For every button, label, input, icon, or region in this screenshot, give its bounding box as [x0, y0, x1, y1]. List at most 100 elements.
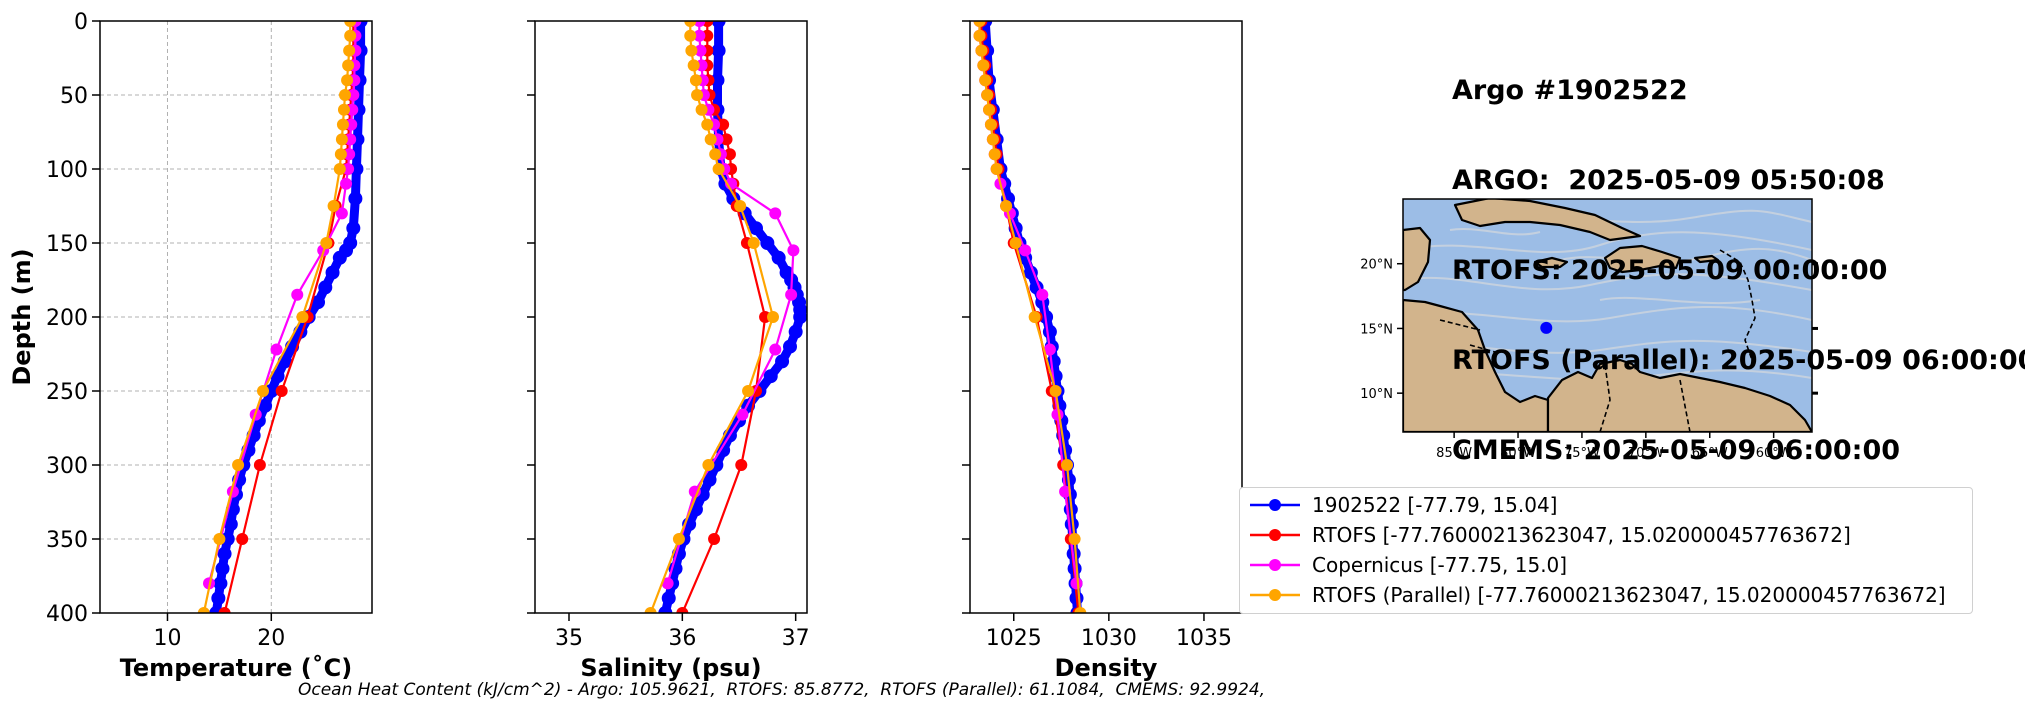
density-point-rtofs-parallel [1068, 533, 1081, 545]
legend-item-rtofs-parallel: RTOFS (Parallel) [-77.76000213623047, 15… [1248, 580, 1946, 610]
salinity-point-argo [763, 369, 778, 384]
temperature-point-argo [223, 517, 238, 532]
x-tick-label: 36 [668, 626, 696, 651]
temperature-point-copernicus [291, 288, 304, 301]
temperature-point-rtofs-parallel [342, 59, 355, 72]
map-lon-label: 65°W [1692, 446, 1728, 461]
temperature-point-rtofs-parallel [256, 385, 269, 397]
temperature-point-copernicus [335, 207, 348, 220]
density-point-copernicus [1059, 485, 1072, 498]
temperature-point-rtofs-parallel [232, 459, 245, 471]
salinity-point-argo [716, 443, 731, 458]
density-point-copernicus [1019, 244, 1032, 257]
temperature-point-argo [270, 369, 285, 384]
salinity-point-rtofs-parallel [684, 29, 697, 42]
density-point-rtofs-parallel [988, 148, 1001, 161]
salinity-point-rtofs-parallel [687, 59, 700, 72]
temperature-axis-label: Temperature (˚C) [120, 654, 353, 682]
legend: 1902522 [-77.79, 15.04] RTOFS [-77.76000… [1239, 487, 1973, 614]
salinity-point-rtofs-parallel [712, 163, 725, 175]
salinity-point-rtofs-parallel [704, 133, 717, 146]
density-axes-frame [969, 20, 1243, 614]
rtofs-time: RTOFS: 2025-05-09 00:00:00 [1452, 255, 1888, 286]
temperature-point-copernicus [345, 118, 358, 131]
temperature-point-rtofs [275, 385, 288, 397]
legend-item-copernicus: Copernicus [-77.75, 15.0] [1248, 550, 1567, 580]
salinity-point-copernicus [769, 343, 782, 356]
salinity-point-copernicus [785, 288, 798, 301]
y-tick-label: 50 [60, 84, 88, 109]
temperature-point-copernicus [270, 343, 283, 356]
temperature-point-rtofs-parallel [341, 74, 354, 87]
temperature-point-rtofs-parallel [344, 21, 357, 27]
density-point-rtofs-parallel [984, 118, 997, 131]
density-point-copernicus [1043, 343, 1056, 356]
float-info-block: Argo #1902522 ARGO: 2025-05-09 05:50:08 … [1452, 16, 2025, 496]
salinity-point-argo [771, 250, 786, 265]
density-axis-label: Density [1055, 654, 1158, 682]
temperature-point-rtofs-parallel [343, 44, 356, 57]
temperature-point-rtofs-parallel [337, 103, 350, 116]
density-point-rtofs-parallel [986, 133, 999, 146]
temperature-point-rtofs-parallel [327, 200, 340, 212]
temperature-point-rtofs-parallel [320, 237, 333, 249]
salinity-point-copernicus [769, 207, 782, 220]
salinity-point-argo [783, 339, 797, 354]
temperature-point-argo [348, 191, 363, 206]
density-point-rtofs-parallel [977, 59, 990, 72]
x-tick-label: 1030 [1081, 626, 1137, 651]
salinity-point-argo [661, 591, 676, 606]
argo-float-marker [1540, 321, 1553, 334]
y-tick-label: 300 [46, 454, 88, 479]
temperature-point-argo [325, 265, 340, 280]
salinity-point-rtofs-parallel [689, 74, 702, 87]
temperature-point-rtofs-parallel [344, 29, 357, 42]
legend-item-rtofs: RTOFS [-77.76000213623047, 15.0200004577… [1248, 520, 1851, 550]
salinity-point-argo [760, 236, 775, 250]
land-south-america [1546, 358, 1812, 432]
salinity-point-argo [711, 43, 726, 58]
salinity-point-rtofs-parallel [685, 44, 698, 57]
temperature-point-argo [318, 280, 333, 295]
temperature-point-argo [311, 295, 326, 310]
density-point-rtofs-parallel [981, 89, 994, 101]
temperature-series-group [197, 21, 368, 613]
salinity-point-rtofs-parallel [684, 21, 697, 27]
y-tick-label: 200 [46, 306, 88, 331]
salinity-point-rtofs [708, 533, 721, 545]
map-axis-ticks: 85°W 80°W 75°W 70°W 65°W 60°W 20°N 15°N 10°N [1360, 258, 1818, 461]
x-tick-label: 1035 [1176, 626, 1232, 651]
cmems-time: CMEMS: 2025-05-09 06:00:00 [1452, 435, 1901, 466]
salinity-point-rtofs-parallel [702, 459, 715, 471]
x-tick-label: 35 [555, 626, 583, 651]
temperature-point-argo [217, 546, 232, 561]
legend-marker-copernicus [1250, 559, 1300, 571]
map-lon-label: 85°W [1436, 446, 1472, 461]
salinity-point-rtofs [723, 148, 736, 161]
salinity-point-copernicus [693, 21, 706, 27]
density-point-rtofs-parallel [1061, 459, 1074, 471]
rtofs-parallel-time: RTOFS (Parallel): 2025-05-09 06:00:00 [1452, 345, 2025, 376]
temperature-point-copernicus [344, 133, 357, 146]
salinity-point-rtofs [720, 133, 733, 146]
temperature-point-rtofs-parallel [296, 311, 309, 323]
map-lon-label: 80°W [1500, 446, 1536, 461]
temperature-point-rtofs-parallel [213, 533, 226, 545]
temperature-point-rtofs-parallel [339, 89, 352, 101]
density-point-rtofs-parallel [983, 103, 996, 116]
temperature-point-copernicus [340, 177, 353, 190]
map-lat-label: 10°N [1360, 387, 1393, 402]
y-tick-label: 100 [46, 158, 88, 183]
salinity-point-copernicus [694, 44, 707, 57]
salinity-point-copernicus [787, 244, 800, 257]
salinity-point-argo [710, 73, 725, 88]
salinity-point-argo [711, 21, 726, 28]
temperature-point-argo [211, 591, 226, 606]
salinity-point-rtofs-parallel [734, 200, 747, 212]
salinity-line-copernicus [666, 21, 795, 584]
temperature-point-rtofs-parallel [334, 148, 347, 161]
salinity-point-argo [658, 606, 673, 613]
salinity-point-argo [775, 354, 790, 369]
map-lat-label: 15°N [1360, 322, 1393, 337]
temperature-point-copernicus [347, 89, 360, 101]
